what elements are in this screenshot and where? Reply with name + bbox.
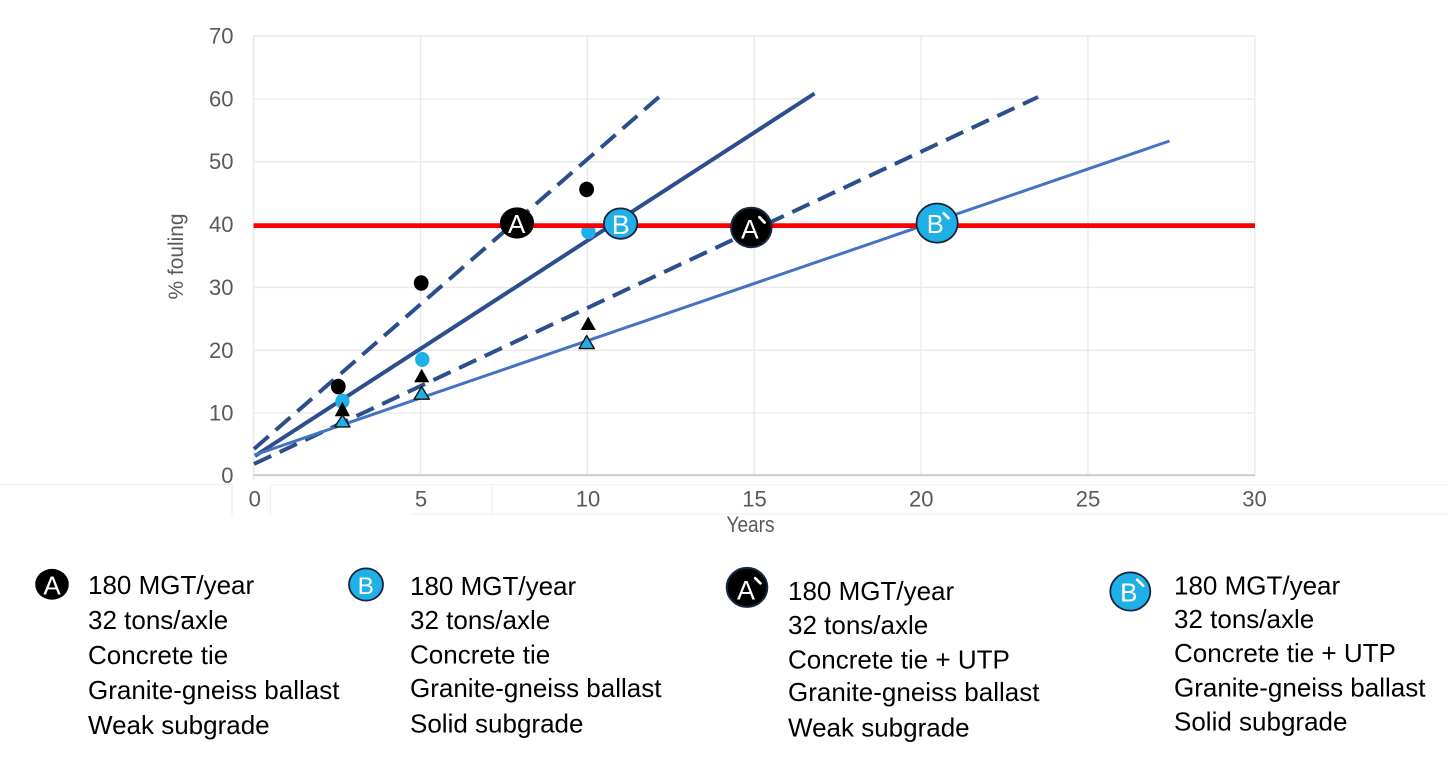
svg-text:B: B: [612, 210, 630, 240]
svg-text:30: 30: [1242, 487, 1266, 512]
svg-text:32 tons/axle: 32 tons/axle: [1174, 604, 1314, 634]
svg-text:Concrete tie: Concrete tie: [410, 640, 550, 670]
svg-text:Granite-gneiss ballast: Granite-gneiss ballast: [788, 677, 1040, 707]
svg-text:60: 60: [209, 86, 233, 111]
svg-text:0: 0: [249, 487, 261, 512]
svg-text:70: 70: [209, 24, 233, 49]
svg-text:B: B: [1120, 577, 1137, 607]
svg-text:Solid subgrade: Solid subgrade: [410, 709, 583, 739]
svg-text:A: A: [737, 576, 755, 606]
svg-text:A: A: [741, 215, 759, 245]
svg-text:B: B: [358, 573, 374, 600]
svg-text:B: B: [927, 211, 944, 239]
svg-text:20: 20: [909, 487, 933, 512]
svg-text:10: 10: [576, 487, 600, 512]
svg-text:Granite-gneiss ballast: Granite-gneiss ballast: [410, 673, 662, 703]
svg-text:5: 5: [415, 487, 427, 512]
svg-text:32 tons/axle: 32 tons/axle: [788, 610, 928, 640]
svg-text:A: A: [43, 570, 61, 600]
svg-text:Concrete tie + UTP: Concrete tie + UTP: [1174, 638, 1396, 668]
svg-text:10: 10: [209, 401, 233, 426]
svg-text:25: 25: [1076, 487, 1100, 512]
svg-text:180 MGT/year: 180 MGT/year: [788, 576, 955, 606]
svg-text:Solid subgrade: Solid subgrade: [1174, 707, 1347, 737]
svg-text:0: 0: [221, 463, 233, 488]
svg-text:30: 30: [209, 275, 233, 300]
svg-text:A: A: [508, 209, 526, 239]
svg-text:Granite-gneiss ballast: Granite-gneiss ballast: [88, 675, 340, 705]
svg-text:Concrete tie: Concrete tie: [88, 640, 228, 670]
svg-text:40: 40: [209, 212, 233, 237]
svg-text:Granite-gneiss ballast: Granite-gneiss ballast: [1174, 673, 1426, 703]
svg-text:15: 15: [742, 487, 766, 512]
svg-text:Weak subgrade: Weak subgrade: [88, 710, 270, 740]
svg-text:180 MGT/year: 180 MGT/year: [410, 571, 577, 601]
svg-text:32 tons/axle: 32 tons/axle: [410, 605, 550, 635]
svg-text:32 tons/axle: 32 tons/axle: [88, 605, 228, 635]
svg-text:Weak subgrade: Weak subgrade: [788, 713, 970, 743]
svg-text:50: 50: [209, 149, 233, 174]
svg-text:Concrete tie + UTP: Concrete tie + UTP: [788, 645, 1010, 675]
svg-text:Years: Years: [727, 512, 775, 537]
svg-text:180 MGT/year: 180 MGT/year: [1174, 571, 1341, 601]
svg-text:20: 20: [209, 338, 233, 363]
svg-text:180 MGT/year: 180 MGT/year: [88, 570, 255, 600]
svg-text:% fouling: % fouling: [164, 214, 188, 300]
